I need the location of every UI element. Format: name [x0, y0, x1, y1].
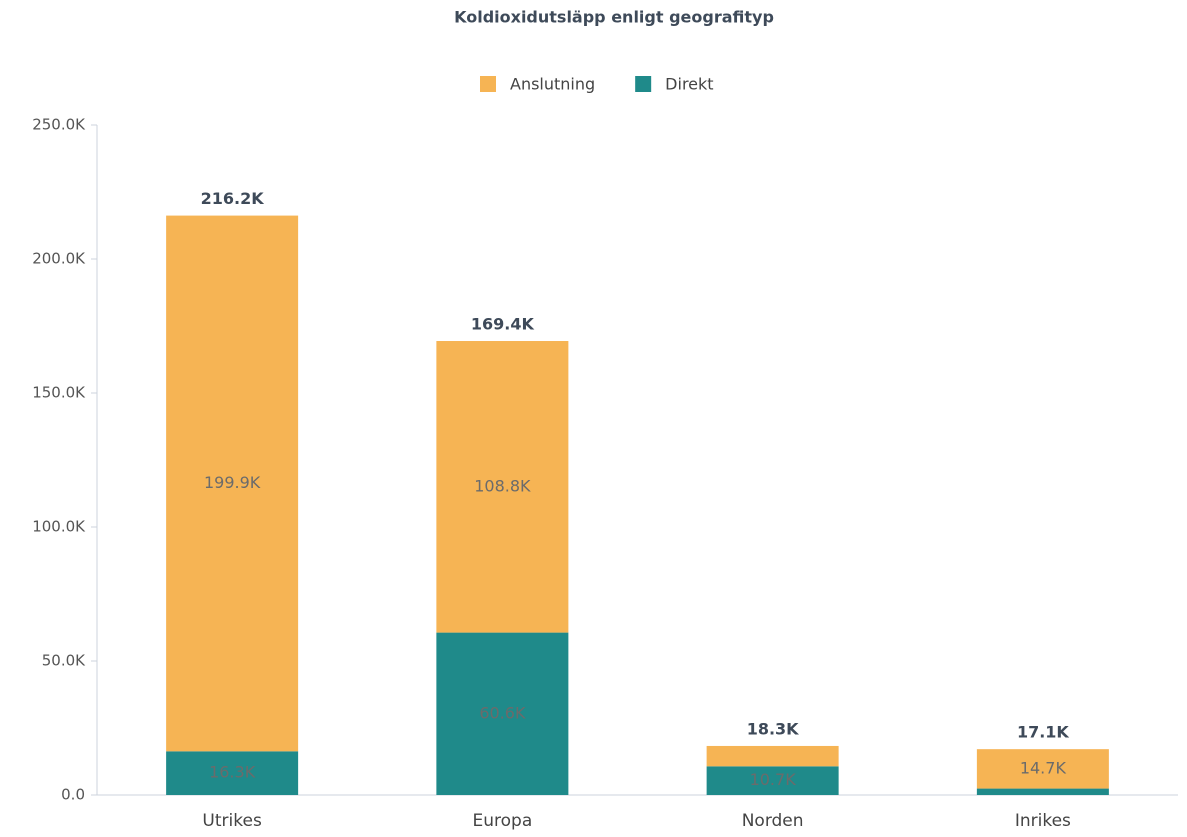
x-tick-label: Inrikes	[1015, 811, 1071, 831]
bar-segment	[166, 215, 299, 752]
total-label: 169.4K	[471, 315, 535, 334]
legend-swatch	[480, 76, 496, 92]
value-label: 60.6K	[479, 703, 526, 722]
bar-segment	[436, 341, 569, 633]
bar-segment	[166, 751, 299, 795]
y-tick-label: 50.0K	[42, 652, 86, 670]
bar-segment	[976, 788, 1109, 795]
bar-segment	[436, 632, 569, 795]
y-tick-label: 200.0K	[32, 250, 86, 268]
chart-title: Koldioxidutsläpp enligt geografityp	[454, 8, 774, 27]
y-tick-label: 250.0K	[32, 116, 86, 134]
total-label: 216.2K	[201, 189, 265, 208]
total-label: 17.1K	[1017, 723, 1069, 742]
legend-label: Anslutning	[510, 75, 595, 94]
x-tick-label: Norden	[742, 811, 804, 831]
value-label: 16.3K	[209, 763, 256, 782]
legend-swatch	[635, 76, 652, 92]
x-tick-label: Europa	[473, 811, 533, 831]
y-tick-label: 0.0	[61, 786, 85, 804]
bar-segment	[976, 749, 1109, 789]
legend-label: Direkt	[665, 75, 713, 94]
y-tick-label: 100.0K	[32, 518, 86, 536]
bar-segment	[706, 766, 839, 795]
value-label: 10.7K	[750, 770, 797, 789]
total-label: 18.3K	[747, 719, 799, 738]
value-label: 14.7K	[1020, 758, 1067, 777]
bar-segment	[706, 745, 839, 767]
x-tick-label: Utrikes	[202, 811, 262, 831]
value-label: 199.9K	[204, 473, 261, 492]
y-tick-label: 150.0K	[32, 384, 86, 402]
value-label: 108.8K	[474, 476, 531, 495]
